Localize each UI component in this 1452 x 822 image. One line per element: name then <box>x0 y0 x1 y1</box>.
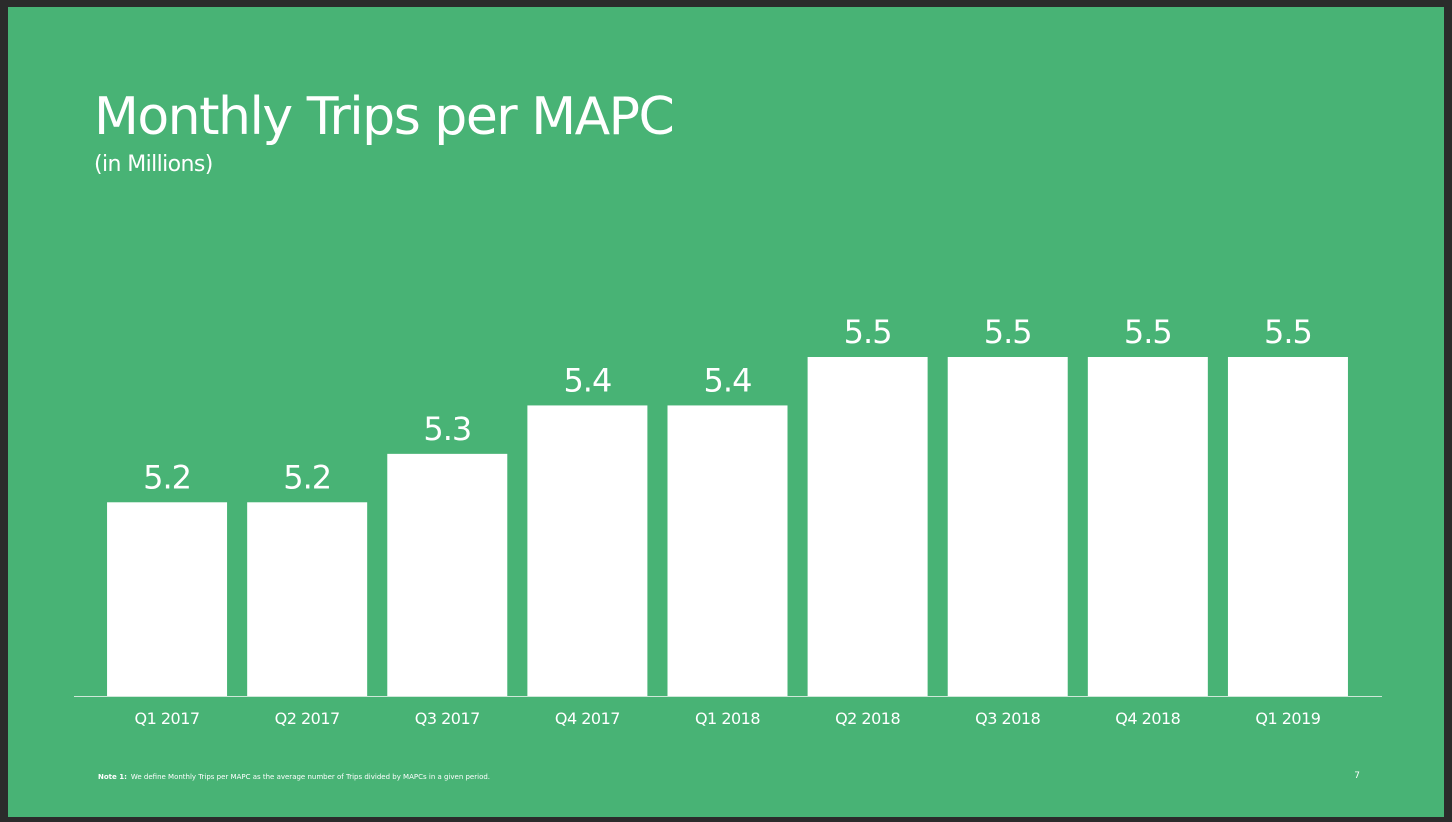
x-tick-label: Q1 2017 <box>135 709 200 728</box>
x-tick-label: Q3 2017 <box>415 709 480 728</box>
x-tick-label: Q1 2018 <box>695 709 760 728</box>
x-tick-label: Q4 2017 <box>555 709 620 728</box>
footnote: Note 1: We define Monthly Trips per MAPC … <box>98 773 490 781</box>
footnote-text: We define Monthly Trips per MAPC as the … <box>130 773 491 781</box>
page-number: 7 <box>1354 771 1360 781</box>
bar-value-label: 5.4 <box>704 361 752 399</box>
x-tick-label: Q1 2019 <box>1255 709 1320 728</box>
bar-value-label: 5.3 <box>423 410 471 448</box>
bar <box>1227 357 1348 696</box>
bar-value-label: 5.5 <box>984 313 1032 351</box>
bar-value-label: 5.2 <box>283 458 331 496</box>
tick-label-group: Q1 2017 Q2 2017 Q3 2017 Q4 2017 Q1 2018 Q2 20… <box>135 709 1322 728</box>
bar <box>1087 357 1208 696</box>
bar <box>247 502 368 696</box>
bar-value-label: 5.5 <box>1124 313 1172 351</box>
slide-title: Monthly Trips per MAPC <box>94 87 675 147</box>
value-label-group: 5.2 5.2 5.3 5.4 5.4 5.5 5.5 5.5 5.5 <box>143 313 1313 496</box>
bar-value-label: 5.4 <box>563 361 611 399</box>
slide-subtitle: (in Millions) <box>94 152 213 177</box>
bar-value-label: 5.5 <box>1264 313 1312 351</box>
x-tick-label: Q2 2018 <box>835 709 900 728</box>
x-tick-label: Q3 2018 <box>975 709 1040 728</box>
bar-chart: 5.2 5.2 5.3 5.4 5.4 5.5 5.5 5.5 5.5 Q1 2017 Q2 20… <box>74 313 1382 728</box>
bar-group <box>107 357 1348 696</box>
bar-value-label: 5.2 <box>143 458 191 496</box>
bar <box>527 405 648 696</box>
bar <box>387 453 508 696</box>
x-tick-label: Q2 2017 <box>275 709 340 728</box>
bar <box>807 357 928 696</box>
bar <box>107 502 228 696</box>
bar-value-label: 5.5 <box>844 313 892 351</box>
x-tick-label: Q4 2018 <box>1115 709 1180 728</box>
slide: Monthly Trips per MAPC (in Millions) 5.2… <box>8 7 1444 817</box>
bar <box>947 357 1068 696</box>
bar <box>667 405 788 696</box>
footnote-label: Note 1: <box>98 773 127 781</box>
